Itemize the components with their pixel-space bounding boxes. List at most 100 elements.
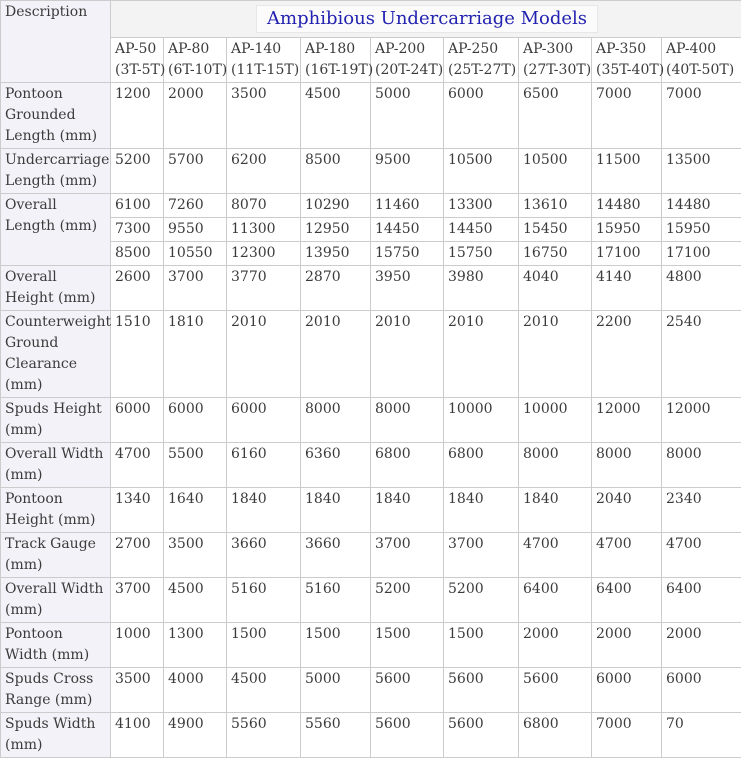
value-cell: 2010 [519, 311, 592, 398]
row-label: Track Gauge (mm) [1, 533, 111, 578]
value-cell: 4500 [227, 668, 301, 713]
value-cell: 17100 [662, 242, 741, 266]
value-cell: 1840 [371, 488, 444, 533]
value-cell: 12950 [301, 218, 371, 242]
value-cell: 4500 [301, 83, 371, 149]
model-name: AP-300 [523, 39, 589, 60]
model-name: AP-140 [231, 39, 298, 60]
value-cell: 6000 [444, 83, 519, 149]
value-cell: 12300 [227, 242, 301, 266]
value-cell: 5600 [444, 713, 519, 758]
value-cell: 6200 [227, 149, 301, 194]
row-label: Pontoon Grounded Length (mm) [1, 83, 111, 149]
value-cell: 2200 [592, 311, 662, 398]
value-cell: 1840 [301, 488, 371, 533]
value-cell: 8500 [301, 149, 371, 194]
row-label: Undercarriage Length (mm) [1, 149, 111, 194]
value-cell: 8000 [371, 398, 444, 443]
value-cell: 14480 [662, 194, 741, 218]
row-label: Pontoon Height (mm) [1, 488, 111, 533]
value-cell: 2340 [662, 488, 741, 533]
value-cell: 5560 [227, 713, 301, 758]
value-cell: 4700 [662, 533, 741, 578]
value-cell: 15750 [444, 242, 519, 266]
value-cell: 8000 [301, 398, 371, 443]
value-cell: 13300 [444, 194, 519, 218]
value-cell: 3770 [227, 266, 301, 311]
value-cell: 6800 [371, 443, 444, 488]
value-cell: 1500 [227, 623, 301, 668]
model-name: AP-50 [115, 39, 161, 60]
value-cell: 1840 [519, 488, 592, 533]
value-cell: 6800 [444, 443, 519, 488]
row-label: Spuds Height (mm) [1, 398, 111, 443]
value-cell: 8000 [662, 443, 741, 488]
row-label: Overall Length (mm) [1, 194, 111, 266]
value-cell: 3700 [444, 533, 519, 578]
value-cell: 7000 [592, 713, 662, 758]
value-cell: 3500 [164, 533, 227, 578]
value-cell: 5500 [164, 443, 227, 488]
table-title-cell: Amphibious Undercarriage Models [111, 1, 741, 38]
value-cell: 3500 [227, 83, 301, 149]
value-cell: 6360 [301, 443, 371, 488]
value-cell: 8070 [227, 194, 301, 218]
value-cell: 4040 [519, 266, 592, 311]
value-cell: 70 [662, 713, 741, 758]
value-cell: 1500 [301, 623, 371, 668]
value-cell: 15950 [592, 218, 662, 242]
row-label: Overall Width (mm) [1, 443, 111, 488]
model-range: (40T-50T) [666, 60, 739, 81]
value-cell: 6160 [227, 443, 301, 488]
value-cell: 10550 [164, 242, 227, 266]
value-cell: 3700 [164, 266, 227, 311]
value-cell: 7000 [662, 83, 741, 149]
value-cell: 13950 [301, 242, 371, 266]
model-range: (25T-27T) [448, 60, 516, 81]
value-cell: 2010 [444, 311, 519, 398]
model-header-ap80: AP-80(6T-10T) [164, 38, 227, 83]
value-cell: 15950 [662, 218, 741, 242]
value-cell: 13610 [519, 194, 592, 218]
value-cell: 7000 [592, 83, 662, 149]
model-range: (6T-10T) [168, 60, 224, 81]
value-cell: 4700 [111, 443, 164, 488]
model-name: AP-350 [596, 39, 659, 60]
title-row: Description Amphibious Undercarriage Mod… [1, 1, 741, 38]
value-cell: 11500 [592, 149, 662, 194]
value-cell: 17100 [592, 242, 662, 266]
value-cell: 1510 [111, 311, 164, 398]
value-cell: 1840 [227, 488, 301, 533]
value-cell: 6000 [164, 398, 227, 443]
value-cell: 1200 [111, 83, 164, 149]
value-cell: 6500 [519, 83, 592, 149]
model-range: (3T-5T) [115, 60, 161, 81]
value-cell: 5560 [301, 713, 371, 758]
value-cell: 6400 [662, 578, 741, 623]
value-cell: 8000 [519, 443, 592, 488]
value-cell: 6000 [592, 668, 662, 713]
value-cell: 2000 [519, 623, 592, 668]
value-cell: 14450 [444, 218, 519, 242]
model-name: AP-180 [305, 39, 368, 60]
value-cell: 13500 [662, 149, 741, 194]
model-header-row: AP-50(3T-5T) AP-80(6T-10T) AP-140(11T-15… [1, 38, 741, 83]
model-range: (27T-30T) [523, 60, 589, 81]
value-cell: 9500 [371, 149, 444, 194]
value-cell: 2540 [662, 311, 741, 398]
model-header-ap50: AP-50(3T-5T) [111, 38, 164, 83]
value-cell: 4000 [164, 668, 227, 713]
value-cell: 4700 [519, 533, 592, 578]
